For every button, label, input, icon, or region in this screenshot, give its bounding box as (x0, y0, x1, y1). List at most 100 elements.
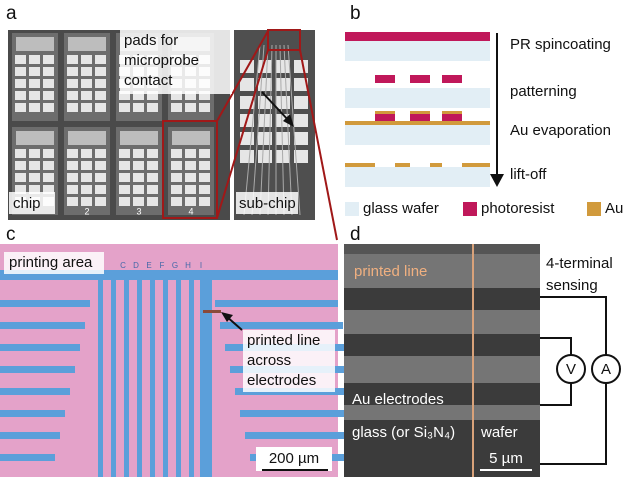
photoresist-block (410, 114, 430, 121)
electrode (0, 300, 90, 307)
ammeter-label: A (601, 361, 611, 378)
pad (240, 78, 254, 91)
pad (185, 197, 196, 206)
pad (119, 161, 130, 170)
pad (29, 103, 40, 112)
pad (199, 185, 210, 194)
au-segment (345, 163, 375, 167)
pad (81, 161, 92, 170)
glass-layer (345, 167, 490, 187)
wafer-label: wafer (480, 424, 518, 441)
line-label: printed line (354, 263, 427, 280)
au-layer (442, 111, 462, 114)
electrode-end (200, 280, 212, 477)
electrode (0, 366, 75, 373)
electrode (215, 300, 338, 307)
legend-label: glass wafer (363, 200, 439, 217)
dark-stripe (344, 244, 540, 254)
pad (185, 149, 196, 158)
pad (15, 79, 26, 88)
pad (147, 103, 158, 112)
au-segment (395, 163, 410, 167)
pad (95, 103, 106, 112)
pad (240, 150, 254, 163)
pad (171, 185, 182, 194)
pad (43, 161, 54, 170)
electrode (0, 344, 80, 351)
pad (95, 197, 106, 206)
pad (119, 149, 130, 158)
pad (43, 103, 54, 112)
pad (67, 55, 78, 64)
au-segment (462, 163, 490, 167)
pad (15, 173, 26, 182)
sensing-label: 4-terminal (546, 255, 613, 272)
pad (15, 67, 26, 76)
chip-number: 3 (136, 206, 141, 216)
pad (29, 149, 40, 158)
chip-label: chip (13, 195, 41, 212)
pad (67, 185, 78, 194)
pad (43, 55, 54, 64)
pad (29, 161, 40, 170)
printed-line (472, 244, 474, 477)
substrate-label: glass (or Si₃N₄) (352, 424, 455, 441)
scale-label: 5 µm (489, 450, 523, 467)
electrode-letter: E (146, 261, 151, 270)
pad (81, 197, 92, 206)
printed-line (203, 310, 221, 313)
pad (81, 55, 92, 64)
pad (147, 185, 158, 194)
chip-number: 2 (84, 206, 89, 216)
electrode (176, 280, 181, 477)
pad (199, 173, 210, 182)
pad (294, 96, 308, 109)
pad (43, 149, 54, 158)
electrode (0, 322, 85, 329)
pad (15, 149, 26, 158)
panel-label: b (350, 3, 361, 24)
electrode (0, 388, 70, 395)
pad (147, 173, 158, 182)
pad (29, 91, 40, 100)
callout-text: microprobe (124, 52, 199, 69)
panel-label: a (6, 3, 17, 24)
pad (133, 103, 144, 112)
step-label: patterning (510, 83, 577, 100)
pad (199, 197, 210, 206)
pad (119, 197, 130, 206)
chip-trace (16, 37, 54, 51)
pad (276, 78, 290, 91)
photoresist-block (410, 75, 430, 83)
pad (171, 149, 182, 158)
pad (43, 173, 54, 182)
pad (185, 173, 196, 182)
pad (276, 96, 290, 109)
pad (133, 197, 144, 206)
pad (119, 185, 130, 194)
pad (67, 173, 78, 182)
callout-text: printed line (247, 332, 320, 349)
pad (95, 55, 106, 64)
pad (81, 185, 92, 194)
pad (185, 161, 196, 170)
electrode (0, 410, 65, 417)
pad (95, 79, 106, 88)
legend-swatch (345, 202, 359, 216)
pad (29, 173, 40, 182)
pad (171, 173, 182, 182)
pad (294, 132, 308, 145)
pad (81, 149, 92, 158)
electrode-letter: C (120, 261, 126, 270)
area-label: printing area (9, 254, 93, 271)
chip-trace (68, 131, 106, 145)
electrode (150, 280, 155, 477)
pad (95, 91, 106, 100)
callout-text: across (247, 352, 291, 369)
callout-text: contact (124, 72, 173, 89)
step-label: PR spincoating (510, 36, 611, 53)
pad (147, 149, 158, 158)
electrode (0, 432, 60, 439)
pad (67, 161, 78, 170)
glass-layer (345, 88, 490, 108)
